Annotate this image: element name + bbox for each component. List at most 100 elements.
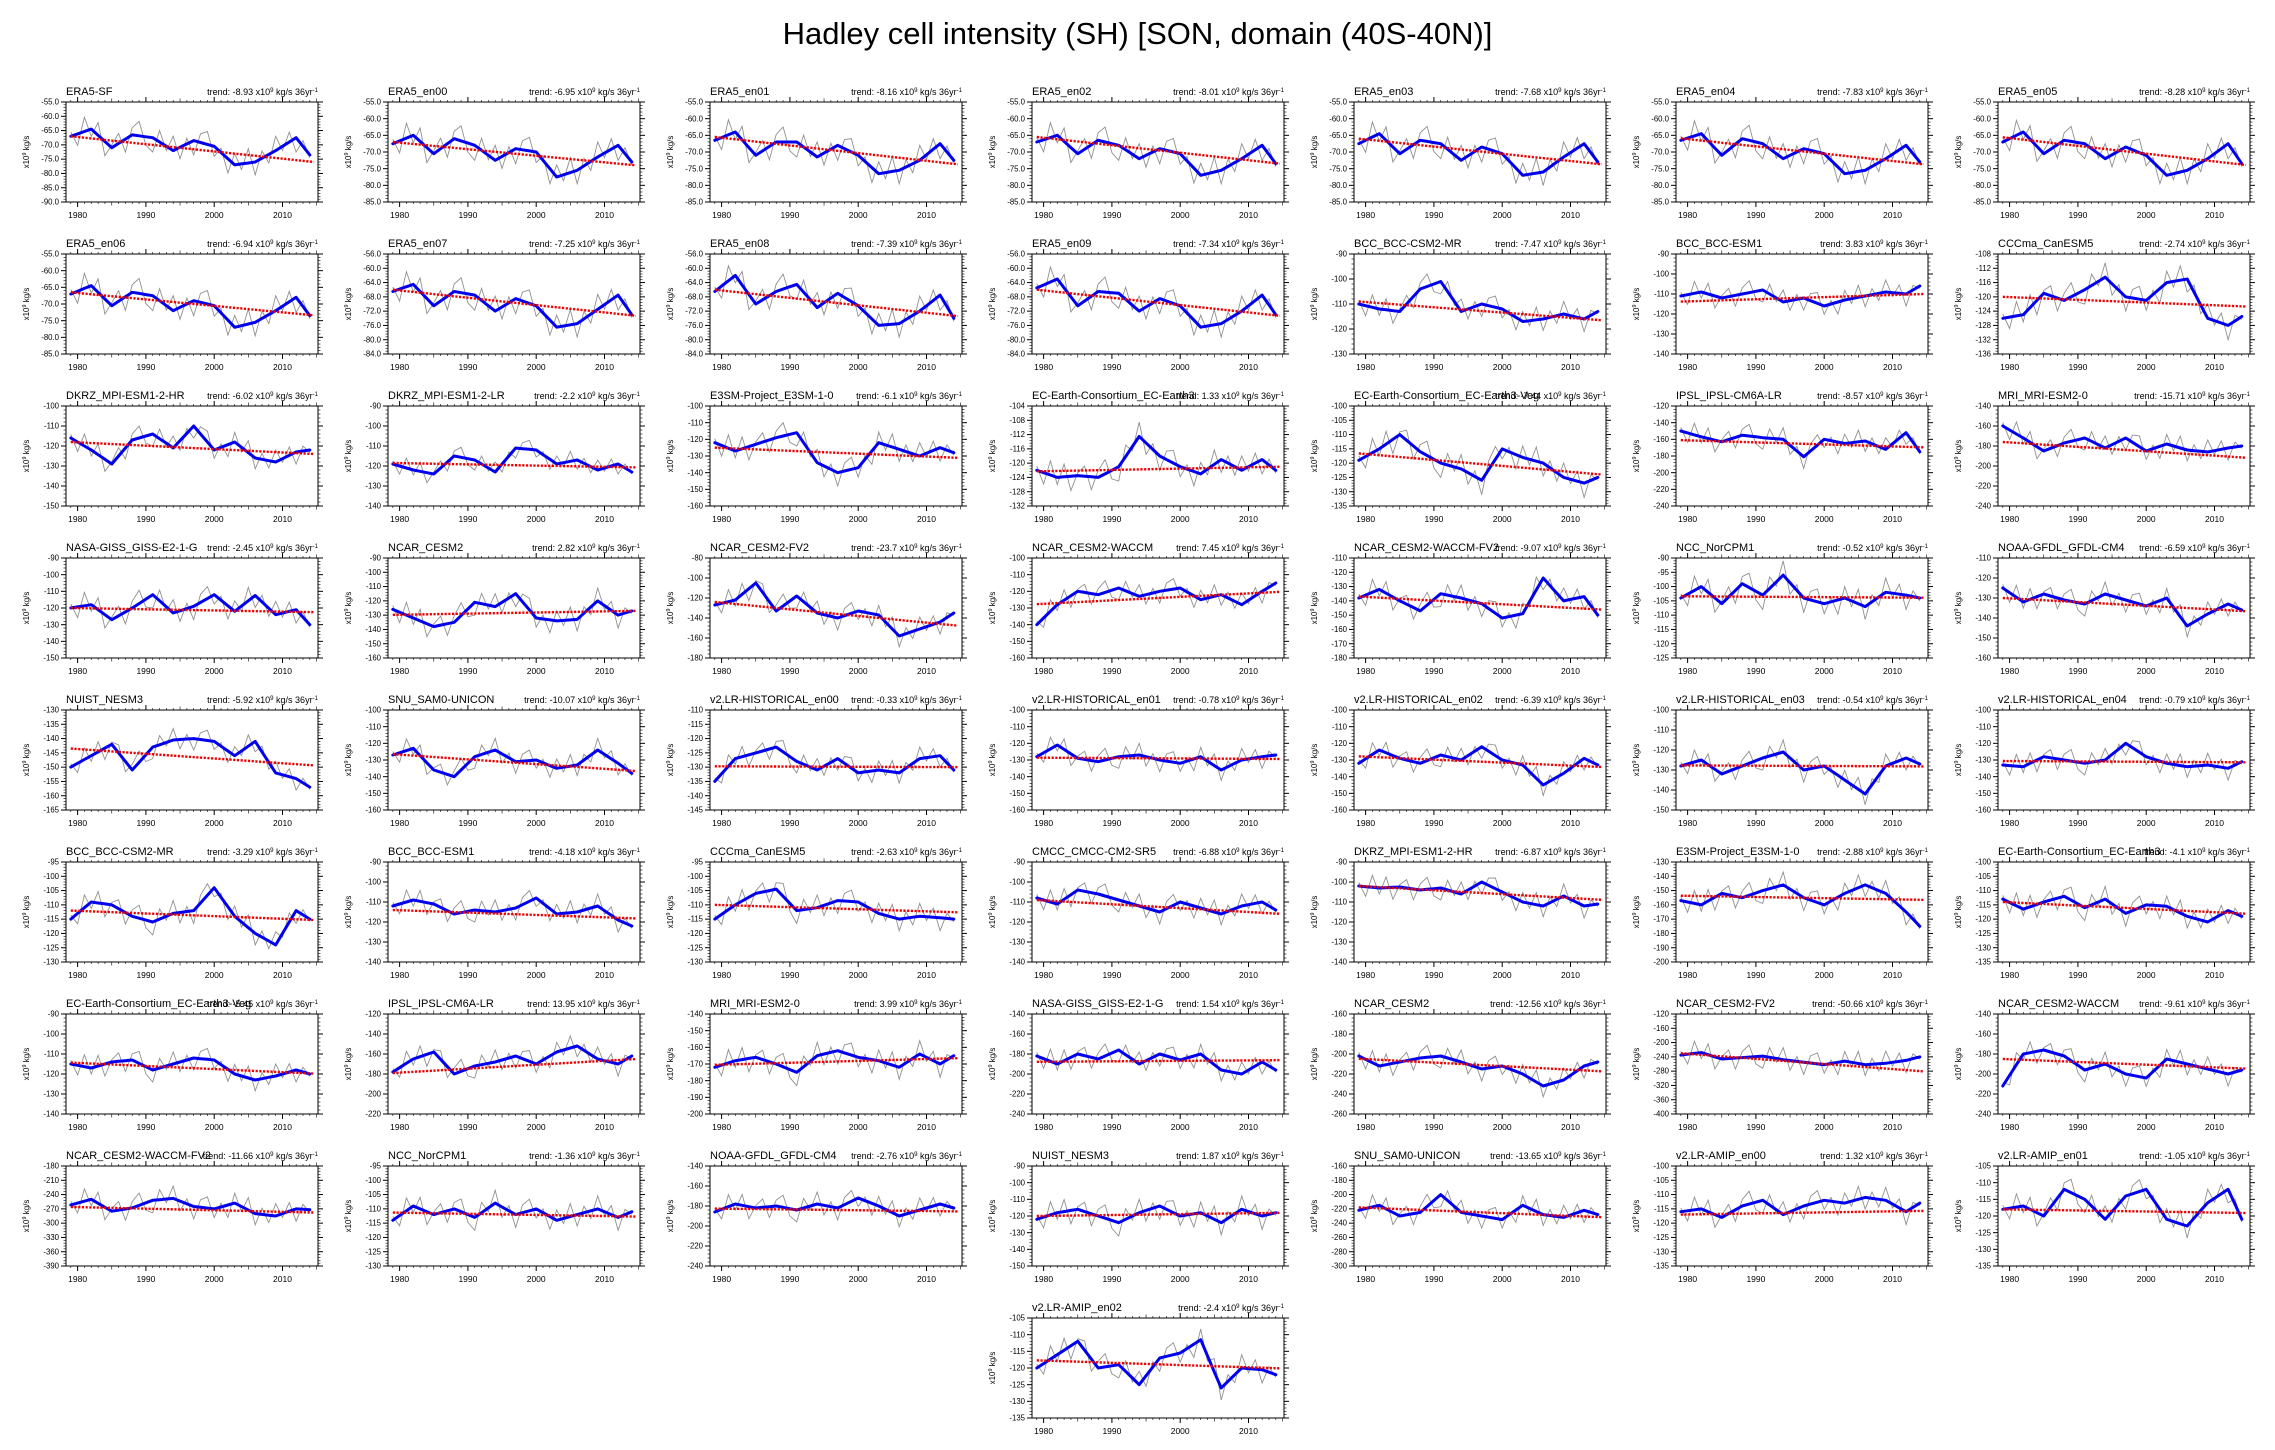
- plot-frame: [1675, 1165, 1929, 1267]
- y-tick-label: -180: [43, 1162, 59, 1171]
- raw-annual-line: [1680, 560, 1921, 620]
- panel-title: EC-Earth-Consortium_EC-Earth3: [1032, 390, 1195, 402]
- y-tick-label: -65.0: [363, 131, 381, 140]
- y-tick-label: -60.0: [363, 114, 381, 123]
- raw-annual-line: [1680, 738, 1921, 805]
- y-tick-label: -75.0: [1651, 164, 1669, 173]
- x-tick-label: 1990: [1424, 818, 1443, 828]
- y-tick-label: -150: [365, 639, 381, 648]
- trend-label: trend: 1.33 x109 kg/s 36yr-1: [1176, 391, 1285, 401]
- y-tick-label: -110: [1332, 722, 1348, 731]
- y-tick-label: -240: [1975, 502, 1991, 511]
- y-tick-label: -100: [43, 1030, 59, 1039]
- y-tick-label: -70.0: [363, 148, 381, 157]
- y-axis-unit-label: x109 kg/s: [1632, 896, 1641, 929]
- plot-frame: [1353, 405, 1607, 507]
- y-tick-label: -110: [1332, 554, 1348, 563]
- smoothed-line: [1357, 1193, 1600, 1222]
- y-tick-label: -100: [1331, 275, 1347, 284]
- panel-NUIST_NESM3: 1980 1990 2000 2010 -165 -160 -155 -150 -145 -140…: [16, 690, 338, 842]
- y-axis-unit-label: x109 kg/s: [1632, 288, 1641, 321]
- y-tick-label: -360: [43, 1247, 59, 1256]
- plot-frame: [1031, 861, 1285, 963]
- y-axis-unit-label: x109 kg/s: [666, 744, 675, 777]
- y-tick-label: -85.0: [1007, 198, 1025, 207]
- y-tick-label: -110: [1976, 554, 1992, 563]
- x-tick-label: 2000: [1815, 666, 1834, 676]
- panel-v2.LR-AMIP_en00: 1980 1990 2000 2010 -135 -130 -125 -120 -115 -110…: [1626, 1146, 1948, 1298]
- y-tick-label: -130: [43, 1090, 59, 1099]
- panel-ERA5_en04: 1980 1990 2000 2010 -85.0 -80.0 -75.0 -70.0 -65.…: [1626, 82, 1948, 234]
- plot-frame: [709, 253, 963, 355]
- x-tick-label: 2010: [1561, 1122, 1580, 1132]
- x-tick-label: 1990: [1424, 210, 1443, 220]
- smoothed-line: [69, 886, 312, 947]
- y-tick-label: -150: [1653, 886, 1669, 895]
- smoothed-line: [1035, 888, 1278, 916]
- trend-line: [392, 140, 637, 167]
- panel-CMCC_CMCC-CM2-SR5: 1980 1990 2000 2010 -140 -130 -120 -110 -100 -90 C…: [982, 842, 1304, 994]
- panel-NCC_NorCPM1: 1980 1990 2000 2010 -130 -125 -120 -115 -110 -105…: [338, 1146, 660, 1298]
- y-tick-label: -360: [1653, 1095, 1669, 1104]
- panel-title: v2.LR-HISTORICAL_en02: [1354, 694, 1483, 706]
- x-tick-label: 1990: [1102, 1122, 1121, 1132]
- x-tick-label: 2010: [1239, 970, 1258, 980]
- smoothed-line: [69, 1196, 312, 1218]
- x-tick-label: 2010: [917, 362, 936, 372]
- y-tick-label: -120: [1975, 915, 1991, 924]
- smoothed-line: [1035, 434, 1278, 479]
- panel-title: SNU_SAM0-UNICON: [1354, 1150, 1460, 1162]
- x-tick-label: 1990: [1746, 210, 1765, 220]
- y-tick-label: -140: [365, 772, 381, 781]
- panel-title: ERA5_en08: [710, 238, 769, 250]
- panel-MRI_MRI-ESM2-0: 1980 1990 2000 2010 -240 -220 -200 -180 -160 -140…: [1948, 386, 2270, 538]
- plot-frame: [1675, 709, 1929, 811]
- x-tick-label: 1980: [1034, 210, 1053, 220]
- smoothed-line: [713, 887, 956, 921]
- y-tick-label: -115: [688, 915, 704, 924]
- y-tick-label: -160: [1009, 806, 1025, 815]
- y-tick-label: -110: [366, 722, 382, 731]
- panel-NCAR_CESM2-WACCM-FV2: 1980 1990 2000 2010 -180 -170 -160 -150 -140 -130…: [1304, 538, 1626, 690]
- trend-label: trend: -7.25 x109 kg/s 36yr-1: [529, 239, 641, 249]
- y-tick-label: -75.0: [41, 316, 59, 325]
- y-tick-label: -130: [1009, 1397, 1025, 1406]
- y-tick-label: -120: [1653, 1010, 1669, 1019]
- panel-NOAA-GFDL_GFDL-CM4: 1980 1990 2000 2010 -240 -220 -200 -180 -160 -140…: [660, 1146, 982, 1298]
- y-tick-label: -100: [365, 878, 381, 887]
- y-tick-label: -128: [1975, 321, 1991, 330]
- y-tick-label: -220: [687, 1242, 703, 1251]
- panel-title: DKRZ_MPI-ESM1-2-LR: [388, 390, 505, 402]
- y-tick-label: -115: [1976, 900, 1992, 909]
- trend-label: trend: -7.34 x109 kg/s 36yr-1: [1173, 239, 1285, 249]
- panel-title: NCAR_CESM2-WACCM-FV2: [66, 1150, 211, 1162]
- trend-line: [714, 288, 959, 318]
- y-axis-unit-label: x109 kg/s: [1310, 1048, 1319, 1081]
- y-tick-label: -105: [687, 886, 703, 895]
- y-tick-label: -160: [1653, 435, 1669, 444]
- y-tick-label: -100: [43, 872, 59, 881]
- raw-annual-line: [1680, 421, 1921, 471]
- panel-grid: 1980 1990 2000 2010 -90.0 -85.0 -80.0 -75.0 -70.…: [16, 82, 2270, 1450]
- smoothed-line: [713, 273, 956, 327]
- panel-BCC_BCC-ESM1: 1980 1990 2000 2010 -140 -130 -120 -110 -100 -90 B…: [338, 842, 660, 994]
- y-tick-label: -100: [1653, 1162, 1669, 1171]
- x-tick-label: 2010: [595, 970, 614, 980]
- x-tick-label: 2000: [1493, 1274, 1512, 1284]
- x-tick-label: 1990: [458, 514, 477, 524]
- smoothed-line: [391, 282, 634, 329]
- y-tick-label: -130: [1331, 487, 1347, 496]
- y-tick-label: -115: [1010, 1347, 1026, 1356]
- plot-frame: [709, 1013, 963, 1115]
- y-tick-label: -125: [365, 1247, 381, 1256]
- y-tick-label: -68.0: [685, 292, 703, 301]
- x-tick-label: 2000: [849, 1122, 868, 1132]
- x-tick-label: 2010: [917, 210, 936, 220]
- x-tick-label: 1980: [68, 818, 87, 828]
- y-axis-unit-label: x109 kg/s: [22, 896, 31, 929]
- plot-frame: [1997, 253, 2251, 355]
- trend-label: trend: -6.87 x109 kg/s 36yr-1: [1495, 847, 1607, 857]
- trend-label: trend: -2.76 x109 kg/s 36yr-1: [851, 1151, 963, 1161]
- smoothed-line: [69, 1056, 312, 1082]
- x-tick-label: 1980: [390, 1122, 409, 1132]
